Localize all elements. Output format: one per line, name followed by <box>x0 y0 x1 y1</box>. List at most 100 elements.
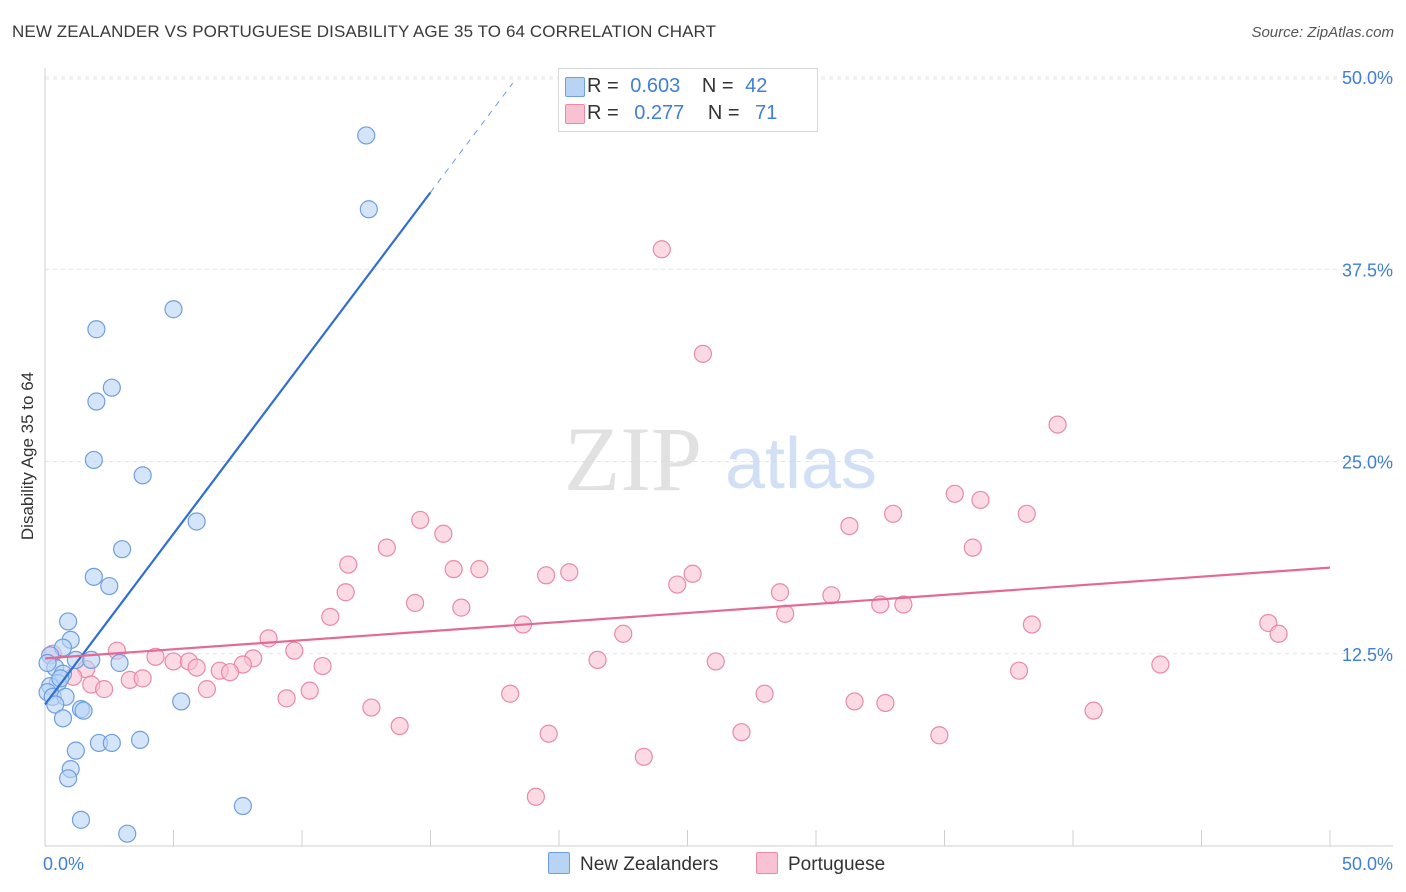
new-zealander-point <box>84 450 103 470</box>
legend-swatch-pink <box>756 852 778 874</box>
legend-label: Portuguese <box>788 854 886 875</box>
trend-lines <box>44 82 1331 706</box>
grid-lines <box>45 76 1393 655</box>
new-zealander-point <box>71 810 91 829</box>
tick-labels: 12.5% 25.0% 37.5% 50.0% 0.0% 50.0% <box>43 68 1393 874</box>
n-value: 42 <box>745 75 768 97</box>
new-zealander-point <box>130 730 150 749</box>
portuguese-point <box>1009 661 1029 680</box>
portuguese-point <box>133 669 152 688</box>
r-label: R = <box>587 102 619 124</box>
portuguese-point <box>963 538 982 557</box>
portuguese-point <box>339 555 358 574</box>
portuguese-point <box>197 680 217 699</box>
portuguese-point <box>377 538 396 557</box>
new-zealander-point <box>46 695 65 714</box>
new-zealander-point <box>357 126 376 145</box>
portuguese-point <box>634 747 653 766</box>
new-zealander-point <box>100 576 119 596</box>
portuguese-point <box>668 575 687 594</box>
portuguese-point <box>411 510 430 530</box>
data-points <box>38 126 1288 843</box>
n-label: N = <box>701 75 734 97</box>
portuguese-point <box>220 663 240 682</box>
portuguese-point <box>614 624 633 643</box>
new-zealander-point <box>359 200 378 219</box>
portuguese-point <box>95 680 114 699</box>
portuguese-point <box>706 652 725 671</box>
new-zealander-point <box>51 669 70 688</box>
portuguese-point <box>285 641 304 660</box>
portuguese-point <box>452 598 471 617</box>
portuguese-point <box>277 689 296 708</box>
portuguese-point <box>537 566 556 585</box>
y-tick-label: 50.0% <box>1342 68 1393 88</box>
new-zealander-trend-line <box>44 191 432 706</box>
portuguese-point <box>390 716 409 736</box>
portuguese-point <box>434 524 453 543</box>
portuguese-point <box>876 693 895 713</box>
portuguese-point <box>259 629 278 648</box>
new-zealander-point <box>233 796 252 816</box>
new-zealander-point <box>66 741 85 760</box>
y-tick-label: 25.0% <box>1342 453 1393 473</box>
portuguese-point <box>187 658 206 677</box>
portuguese-point <box>164 652 183 671</box>
legend-row-portuguese: R = 0.277 N = 71 <box>565 102 778 126</box>
new-zealander-point <box>172 692 191 711</box>
new-zealander-point <box>187 512 206 531</box>
series-legend-portuguese: Portuguese <box>756 852 885 876</box>
y-tick-label: 12.5% <box>1342 645 1393 665</box>
r-label: R = <box>587 75 619 97</box>
portuguese-point <box>883 504 903 523</box>
portuguese-point <box>146 647 165 666</box>
portuguese-point <box>1084 701 1103 720</box>
portuguese-point <box>405 593 425 613</box>
portuguese-point <box>560 563 579 582</box>
portuguese-point <box>588 650 607 670</box>
portuguese-trend-line <box>44 566 1331 660</box>
new-zealander-point <box>102 378 121 397</box>
portuguese-point <box>362 698 381 717</box>
portuguese-point <box>526 787 545 806</box>
portuguese-point <box>776 604 795 623</box>
portuguese-point <box>470 560 489 579</box>
portuguese-point <box>1022 615 1041 634</box>
new-zealander-point <box>110 653 129 673</box>
portuguese-point <box>539 724 558 743</box>
new-zealander-point <box>133 466 152 485</box>
portuguese-point <box>945 484 964 503</box>
n-label: N = <box>707 102 740 124</box>
new-zealander-point <box>164 300 183 319</box>
portuguese-point <box>501 684 520 703</box>
portuguese-point <box>1269 624 1288 643</box>
portuguese-point <box>894 595 913 614</box>
new-zealander-point <box>118 824 137 843</box>
new-zealander-point <box>87 392 106 411</box>
legend-swatch-blue <box>548 852 570 874</box>
portuguese-point <box>313 656 332 676</box>
portuguese-point <box>840 516 859 536</box>
legend-label: New Zealanders <box>580 854 719 875</box>
portuguese-point <box>822 586 841 605</box>
new-zealander-point <box>112 540 132 559</box>
portuguese-point <box>683 564 702 583</box>
portuguese-point <box>755 684 774 703</box>
legend-swatch-blue <box>565 77 585 97</box>
portuguese-point <box>693 344 713 363</box>
portuguese-point <box>845 692 864 711</box>
new-zealander-trend-extension <box>430 82 514 193</box>
y-axis-label: Disability Age 35 to 64 <box>18 372 37 540</box>
portuguese-point <box>321 607 340 626</box>
portuguese-point <box>930 726 949 745</box>
chart-title: NEW ZEALANDER VS PORTUGUESE DISABILITY A… <box>12 22 717 41</box>
new-zealander-point <box>102 733 121 753</box>
portuguese-point <box>444 560 463 579</box>
series-legend-new-zealanders: New Zealanders <box>548 852 718 876</box>
portuguese-point <box>971 490 990 510</box>
watermark-atlas: atlas <box>725 424 877 504</box>
portuguese-point <box>1151 655 1170 674</box>
legend-row-new-zealanders: R = 0.603 N = 42 <box>565 75 768 99</box>
n-value: 71 <box>755 102 778 124</box>
